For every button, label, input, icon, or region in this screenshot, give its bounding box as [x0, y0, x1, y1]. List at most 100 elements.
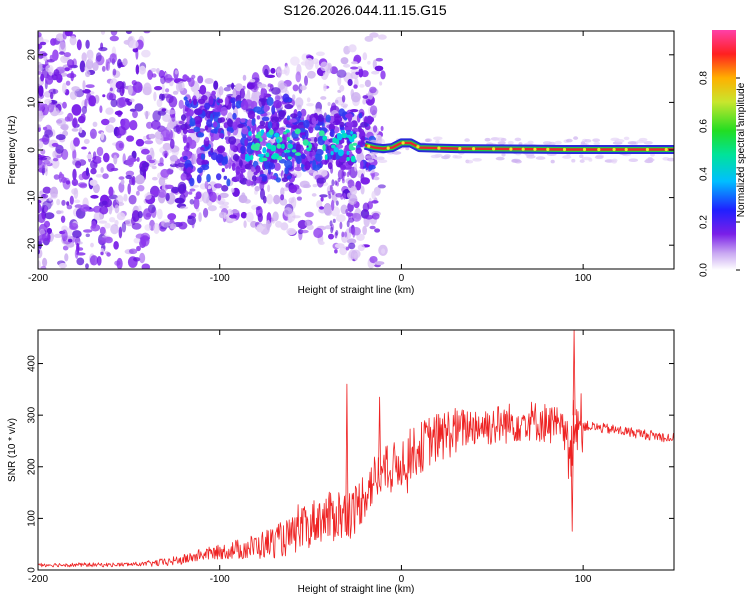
spectrogram-cell — [267, 184, 271, 193]
spectrogram-cell — [108, 186, 114, 197]
spectrogram-cell — [46, 227, 53, 235]
spectrogram-cell — [59, 173, 65, 179]
spectrogram-cell — [139, 252, 146, 264]
spectrogram-cell — [212, 121, 218, 128]
spectrogram-cell — [242, 74, 247, 81]
spectrogram-cell — [331, 189, 335, 196]
spectrogram-cell — [45, 75, 54, 85]
spectrogram-cell — [167, 213, 177, 221]
spectrogram-cell — [104, 222, 111, 229]
spectrogram-cell — [355, 147, 362, 154]
spectrogram-cell — [232, 121, 238, 131]
spectrogram-cell — [118, 182, 125, 193]
spectrogram-cell — [199, 84, 207, 95]
spectrogram-cell — [232, 153, 240, 162]
spectrogram-cell — [339, 221, 343, 230]
spectrogram-cell — [286, 136, 291, 142]
spectrogram-cell — [357, 66, 363, 70]
spectrogram-cell — [511, 159, 518, 163]
spectrogram-cell — [348, 249, 358, 260]
spectrogram-cell — [527, 140, 534, 145]
spectrogram-cell — [143, 31, 151, 34]
spectrogram-cell — [70, 70, 74, 82]
spectrogram-cell — [170, 138, 175, 149]
spectrogram-cell — [200, 164, 210, 171]
spectrogram-cell — [40, 265, 47, 269]
spectrogram-cell — [38, 161, 46, 169]
spectrogram-cell — [573, 136, 579, 140]
spectrogram-cell — [350, 155, 356, 163]
spectrogram-cell — [584, 139, 592, 143]
spectrogram-cell — [188, 98, 192, 104]
spectrogram-cell — [266, 194, 274, 205]
spectrogram-cell — [98, 220, 108, 224]
spectrogram-cell — [280, 143, 285, 150]
spectrogram-cell — [213, 183, 223, 189]
spectrogram-cell — [327, 102, 331, 106]
spectrogram-cell — [83, 229, 93, 233]
spectrogram-cell — [197, 75, 204, 84]
spectrogram-cell — [295, 170, 302, 178]
spectrogram-cell — [156, 98, 163, 108]
spectrogram-ridge-dot — [645, 147, 650, 152]
spectrogram-cell — [306, 103, 314, 107]
spectrogram-cell — [464, 138, 470, 142]
spectrogram-cell — [340, 194, 344, 200]
spectrogram-cell — [230, 209, 240, 214]
spectrogram-ridge-dot — [416, 145, 420, 149]
spectrogram-cell — [314, 137, 318, 143]
spectrogram-cell — [61, 229, 68, 242]
spectrogram-cell — [117, 125, 126, 136]
spectrogram-cell — [66, 204, 73, 210]
spectrogram-cell — [267, 121, 273, 129]
spectrogram-cell — [514, 137, 522, 142]
spectrogram-cell — [579, 159, 585, 163]
spectrogram-cell — [334, 243, 345, 249]
spectrogram-cell — [128, 177, 135, 185]
spectrogram-cell — [196, 174, 202, 184]
spectrogram-cell — [266, 96, 274, 106]
spectrogram-ridge-dot — [492, 147, 496, 151]
spectrogram-cell — [318, 241, 325, 245]
spectrogram-cell — [204, 78, 214, 84]
spectrogram-cell — [144, 140, 154, 145]
spectrogram-cell — [73, 199, 81, 204]
spectrogram-cell — [324, 154, 328, 161]
spectrogram-cell — [167, 149, 173, 154]
spectrogram-cell — [181, 150, 190, 158]
spectrogram-cell — [245, 179, 252, 187]
spectrogram-cell — [369, 256, 378, 264]
spectrogram-cell — [368, 164, 376, 170]
spectrogram-cell — [348, 212, 351, 220]
spectrogram-cell — [223, 212, 227, 220]
spectrogram-cell — [249, 78, 256, 83]
spectrogram-ridge-dot — [624, 147, 628, 152]
spectrogram-cell — [85, 263, 89, 269]
spectrogram-cell — [182, 104, 186, 117]
spectrogram-cell — [92, 183, 100, 194]
spectrogram-cell — [118, 96, 128, 108]
spectrogram-cell — [291, 125, 300, 130]
snr-series-line — [38, 330, 674, 568]
spectrogram-cell — [188, 139, 197, 149]
spectrogram-cell — [339, 85, 345, 92]
spectrogram-cell — [318, 130, 325, 137]
spectrogram-cell — [90, 168, 97, 175]
spectrogram-cell — [125, 174, 132, 180]
spectrogram-cell — [274, 162, 281, 171]
spectrogram-cell — [276, 138, 280, 144]
spectrogram-cell — [367, 60, 371, 65]
spectrogram-cell — [304, 75, 308, 86]
spectrogram-cell — [201, 191, 210, 204]
spectrogram-cell — [156, 68, 160, 74]
snr-x-tick-label: -100 — [210, 574, 230, 585]
spectrogram-cell — [267, 143, 272, 150]
spectrogram-cell — [255, 206, 261, 211]
spectrogram-cell — [128, 248, 138, 255]
spectrogram-cell — [319, 194, 328, 198]
spectrogram-cell — [265, 152, 270, 158]
spectrogram-cell — [227, 218, 237, 222]
spectrogram-cell — [356, 233, 365, 241]
spectrogram-cell — [288, 184, 298, 194]
